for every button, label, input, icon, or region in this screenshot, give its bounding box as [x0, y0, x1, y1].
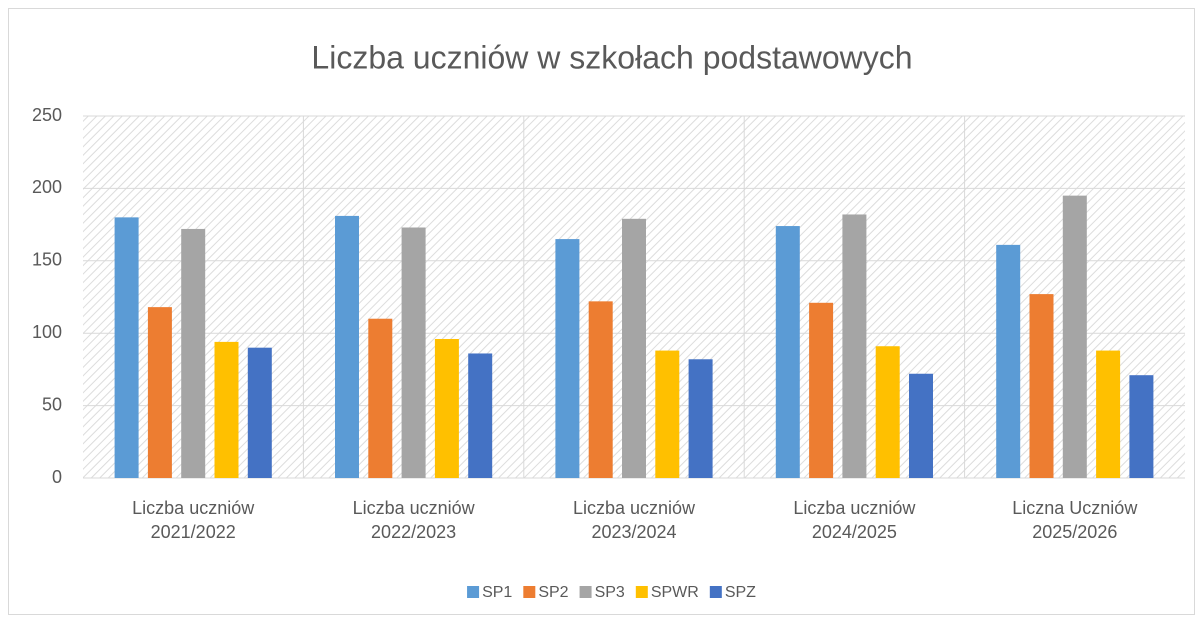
y-tick-label: 200 [32, 177, 62, 197]
bar [401, 227, 426, 478]
x-tick-label: Liczba uczniów 2023/2024 [572, 498, 696, 542]
bar [996, 244, 1021, 478]
legend-label: SPWR [651, 584, 699, 601]
y-tick-label: 50 [42, 394, 62, 414]
bar [775, 226, 800, 478]
legend-swatch [635, 586, 648, 598]
bar [114, 217, 139, 479]
x-tick-label: Liczba uczniów 2022/2023 [352, 498, 475, 542]
bar [588, 301, 613, 478]
bar [181, 228, 206, 478]
x-tick-label: Liczba uczniów 2024/2025 [793, 498, 916, 542]
bar [247, 347, 272, 478]
bar [335, 215, 359, 479]
bar [468, 353, 493, 478]
bar [1129, 375, 1154, 478]
bar [909, 373, 933, 478]
legend-label: SP3 [595, 584, 625, 601]
legend-label: SP1 [482, 584, 512, 601]
y-tick-label: 100 [32, 322, 62, 342]
y-tick-label: 150 [32, 250, 62, 270]
bar [1062, 195, 1087, 478]
legend-label: SPZ [725, 584, 756, 601]
bar [622, 218, 646, 479]
bar [147, 307, 172, 478]
x-tick-label: Liczba uczniów 2021/2022 [132, 498, 255, 542]
legend-swatch [467, 586, 480, 598]
y-tick-label: 0 [52, 467, 62, 487]
bar [434, 338, 459, 478]
bar [555, 239, 580, 478]
bar [842, 214, 867, 479]
bar [214, 341, 239, 478]
bar [655, 350, 680, 478]
bar [1029, 294, 1054, 478]
chart-title: Liczba uczniów w szkołach podstawowych [311, 39, 912, 75]
bar [688, 359, 713, 478]
legend-label: SP2 [538, 584, 568, 601]
bar [875, 346, 900, 478]
legend-swatch [579, 586, 592, 598]
x-tick-label: Liczna Uczniów 2025/2026 [1012, 498, 1138, 542]
bar [809, 302, 834, 478]
bar [368, 318, 393, 478]
legend-swatch [523, 586, 536, 598]
legend-swatch [709, 586, 722, 598]
bar [1096, 350, 1121, 478]
y-tick-label: 250 [32, 105, 62, 125]
